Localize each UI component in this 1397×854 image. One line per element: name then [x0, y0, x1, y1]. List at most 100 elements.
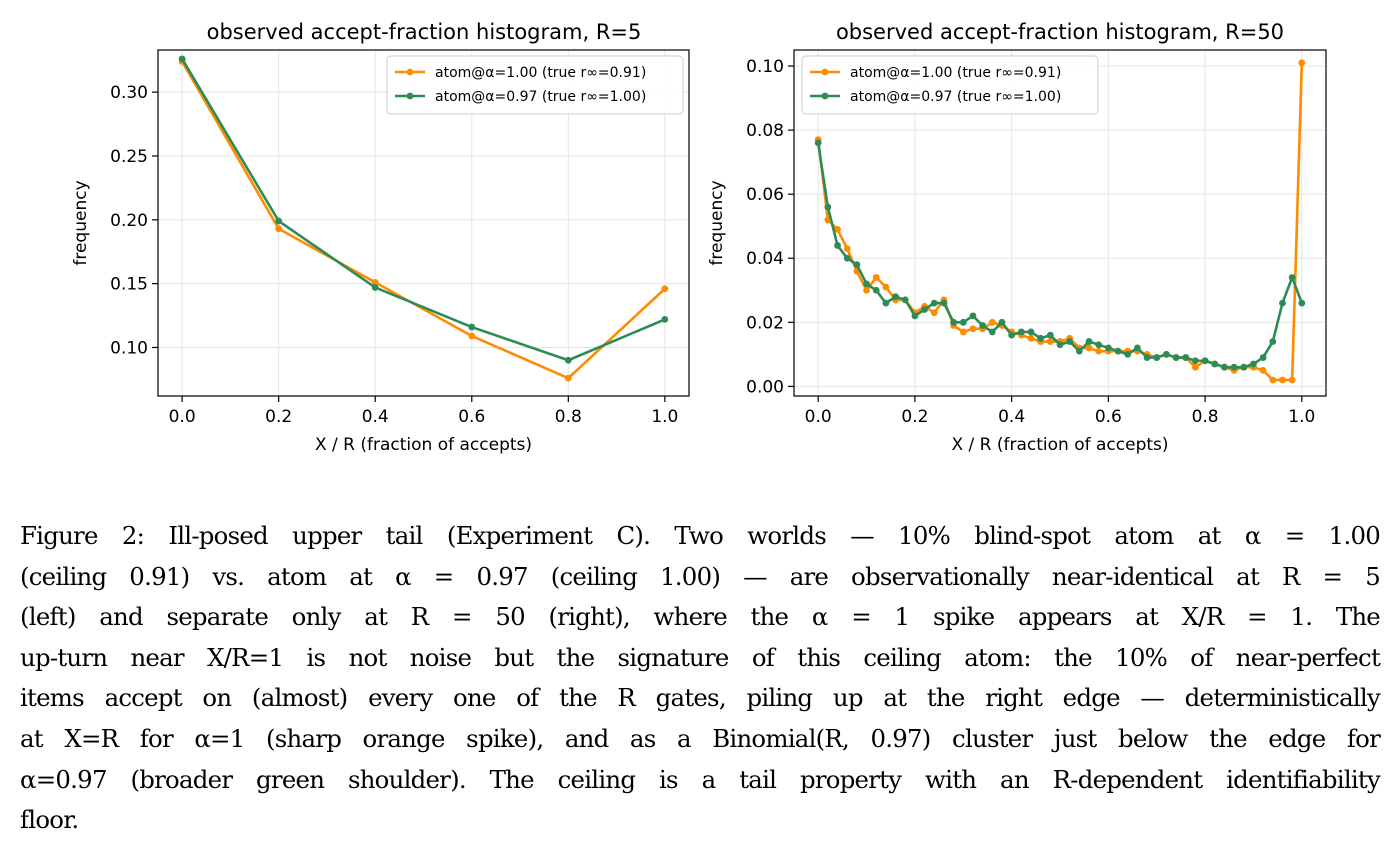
data-point	[1095, 341, 1103, 349]
caption-line: at X=R for α=1 (sharp orange spike), and…	[20, 723, 1381, 753]
data-point	[1095, 347, 1103, 355]
chart-r5: 0.0 0.2 0.4 0.6 0.8 1.0 0.10 0.15 0.20 0.25 0.30 ob…	[71, 20, 690, 455]
data-point	[1298, 59, 1306, 67]
data-point	[1056, 341, 1064, 349]
data-point	[1230, 363, 1238, 371]
caption-line: α=0.97 (broader green shoulder). The cei…	[20, 764, 1381, 794]
data-point	[1221, 363, 1228, 371]
data-point	[969, 325, 977, 333]
data-point	[834, 242, 841, 249]
data-point	[1153, 354, 1161, 361]
data-point	[1259, 354, 1267, 361]
data-point	[863, 280, 870, 288]
data-point	[661, 315, 669, 323]
data-point	[853, 261, 861, 269]
x-tick-label: 0.4	[998, 407, 1025, 427]
legend-box	[801, 55, 1099, 115]
figure-2: 0.0 0.2 0.4 0.6 0.8 1.0 0.10 0.15 0.20 0.25 0.30 ob…	[71, 20, 1327, 455]
data-point	[1288, 274, 1296, 281]
y-tick-label: 0.02	[746, 313, 784, 333]
data-point	[921, 306, 928, 313]
data-point	[1085, 338, 1093, 345]
data-point	[843, 254, 851, 262]
data-point	[1037, 334, 1045, 342]
data-point	[882, 283, 890, 291]
data-point	[1114, 347, 1122, 355]
chart-title: observed accept-fraction histogram, R=5	[207, 20, 642, 44]
data-point	[1163, 350, 1170, 358]
data-point	[872, 286, 880, 294]
data-point	[1027, 328, 1035, 336]
legend-label: atom@α=1.00 (true r∞=0.91)	[435, 65, 646, 81]
data-point	[1046, 338, 1054, 345]
data-point	[979, 322, 987, 329]
data-point	[911, 312, 919, 320]
data-point	[863, 286, 870, 294]
data-point	[1288, 376, 1296, 384]
data-point	[1143, 354, 1151, 361]
x-tick-label: 1.0	[1288, 407, 1315, 427]
data-point	[564, 356, 572, 364]
data-point	[1017, 328, 1025, 336]
axes-frame	[793, 49, 1327, 397]
data-point	[892, 293, 899, 301]
y-tick-label: 0.10	[110, 338, 148, 358]
x-tick-label: 0.0	[805, 407, 832, 427]
data-point	[275, 217, 283, 225]
data-point	[1279, 376, 1286, 384]
data-point	[1075, 347, 1083, 355]
data-point	[564, 374, 572, 382]
data-point	[930, 309, 938, 317]
series-line-1	[816, 142, 1304, 369]
legend-swatch-marker	[406, 68, 414, 76]
y-tick-label: 0.30	[110, 83, 148, 103]
x-tick-label: 0.2	[901, 407, 928, 427]
data-point	[1279, 299, 1286, 307]
data-point	[834, 226, 841, 233]
y-tick-label: 0.08	[746, 121, 784, 141]
data-point	[371, 278, 379, 286]
data-point	[950, 318, 957, 326]
y-axis-label: frequency	[707, 180, 727, 265]
chart-r50: 0.0 0.2 0.4 0.6 0.8 1.0 0.00 0.02 0.04 0.06 0.08 0.…	[707, 20, 1327, 455]
data-point	[1211, 360, 1219, 368]
data-point	[1104, 344, 1112, 352]
x-tick-label: 0.6	[458, 407, 485, 427]
data-point	[824, 203, 832, 211]
data-point	[1066, 338, 1074, 345]
legend-label: atom@α=1.00 (true r∞=0.91)	[850, 65, 1061, 81]
legend-label: atom@α=0.97 (true r∞=1.00)	[850, 89, 1061, 105]
x-tick-label: 0.0	[169, 407, 196, 427]
y-tick-label: 0.04	[746, 249, 784, 269]
data-point	[1085, 344, 1093, 352]
data-point	[1046, 331, 1054, 339]
caption-line: up-turn near X/R=1 is not noise but the …	[20, 642, 1381, 672]
legend-box	[386, 55, 684, 115]
data-point	[371, 284, 379, 291]
caption-line: items accept on (almost) every one of th…	[20, 683, 1381, 713]
legend-swatch-marker	[821, 92, 829, 100]
x-axis-label: X / R (fraction of accepts)	[951, 435, 1168, 455]
legend-swatch-marker	[406, 92, 414, 100]
x-tick-label: 1.0	[651, 407, 678, 427]
data-point	[468, 323, 476, 331]
y-axis-label: frequency	[71, 180, 91, 265]
data-point	[998, 318, 1006, 326]
data-point	[882, 299, 890, 307]
data-point	[1201, 357, 1209, 365]
data-point	[1298, 299, 1306, 307]
y-tick-label: 0.25	[110, 147, 148, 167]
data-point	[1192, 363, 1199, 371]
data-point	[1192, 357, 1199, 365]
data-point	[1182, 354, 1190, 361]
data-point	[988, 318, 996, 326]
axes-frame	[157, 49, 690, 397]
data-point	[178, 55, 186, 63]
legend-swatch-marker	[821, 68, 829, 76]
series-line-0	[181, 60, 666, 380]
data-point	[872, 274, 880, 281]
data-point	[1133, 344, 1141, 352]
y-tick-label: 0.20	[110, 211, 148, 231]
y-tick-label: 0.10	[746, 57, 784, 77]
x-tick-label: 0.4	[362, 407, 389, 427]
